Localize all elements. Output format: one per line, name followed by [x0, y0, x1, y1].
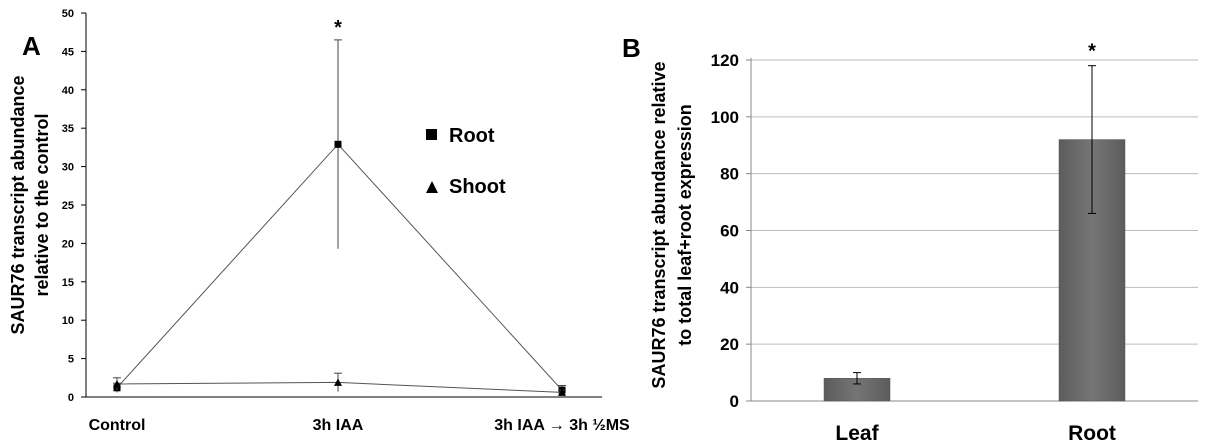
panel-b-ylabel-line1: SAUR76 transcript abundance relative	[649, 61, 669, 388]
panel-b-y-tick-label: 40	[720, 278, 739, 297]
panel-b-ylabel-line2: to total leaf+root expression	[675, 104, 695, 346]
panel-b-y-tick-label: 60	[720, 222, 739, 241]
legend-shoot-label: Shoot	[449, 176, 506, 198]
panel-a: A SAUR76 transcript abundance relative t…	[8, 8, 630, 434]
panel-a-y-tick-label: 40	[62, 85, 74, 97]
panel-b: B SAUR76 transcript abundance relative t…	[622, 33, 1198, 445]
panel-a-y-tick-label: 50	[62, 8, 74, 20]
panel-b-x-tick-label: Root	[1068, 422, 1116, 445]
panel-b-grid	[751, 59, 1198, 345]
panel-a-ylabel-line1: SAUR76 transcript abundance	[8, 75, 28, 334]
panel-a-y-tick-label: 20	[62, 238, 74, 250]
panel-b-significance-star: *	[1088, 41, 1096, 63]
panel-a-significance-star: *	[334, 17, 342, 39]
panel-b-x-tick-label: Leaf	[835, 422, 879, 445]
panel-a-y-tick-label: 0	[68, 392, 74, 404]
panel-b-y-tick-label: 100	[711, 108, 739, 127]
panel-a-y-tick-label: 10	[62, 315, 74, 327]
panel-a-y-tick-label: 35	[62, 123, 74, 135]
panel-a-label: A	[22, 31, 41, 61]
panel-b-y-tick-label: 0	[730, 392, 739, 411]
legend-shoot-marker	[426, 181, 438, 193]
panel-a-point-shoot	[334, 378, 342, 386]
panel-a-axes	[85, 13, 602, 398]
legend-root-label: Root	[449, 125, 495, 147]
panel-a-x-tick-label: Control	[89, 417, 146, 434]
panel-b-ticks: 0 20 40 60 80 100 120 Leaf Root	[711, 51, 1116, 445]
panel-a-x-tick-label: 3h IAA	[313, 417, 364, 434]
panel-a-ticks: 0 5 10 15 20 25 30 35 40 45 50 Control 3h IAA 3h IAA …	[62, 8, 630, 434]
panel-a-point-shoot	[558, 388, 566, 396]
legend-root-marker	[426, 129, 437, 140]
panel-a-y-tick-label: 45	[62, 46, 74, 58]
panel-b-bars: *	[823, 41, 1126, 402]
panel-b-label: B	[622, 33, 641, 63]
panel-a-legend: Root Shoot	[426, 125, 506, 198]
panel-b-y-tick-label: 120	[711, 51, 739, 70]
panel-b-axes	[750, 58, 1198, 402]
panel-a-x-tick-label: 3h IAA → 3h ½MS	[494, 417, 630, 434]
panel-b-y-tick-label: 20	[720, 335, 739, 354]
panel-a-ylabel-line2: relative to the control	[32, 113, 52, 296]
panel-a-y-tick-label: 5	[68, 354, 74, 366]
panel-a-point-shoot	[113, 379, 121, 388]
panel-b-y-tick-label: 80	[720, 165, 739, 184]
panel-a-y-tick-label: 30	[62, 162, 74, 174]
panel-a-y-tick-label: 15	[62, 277, 74, 289]
panel-a-y-tick-label: 25	[62, 200, 74, 212]
panel-a-series: *	[113, 17, 566, 396]
panel-a-point-root	[334, 140, 342, 148]
